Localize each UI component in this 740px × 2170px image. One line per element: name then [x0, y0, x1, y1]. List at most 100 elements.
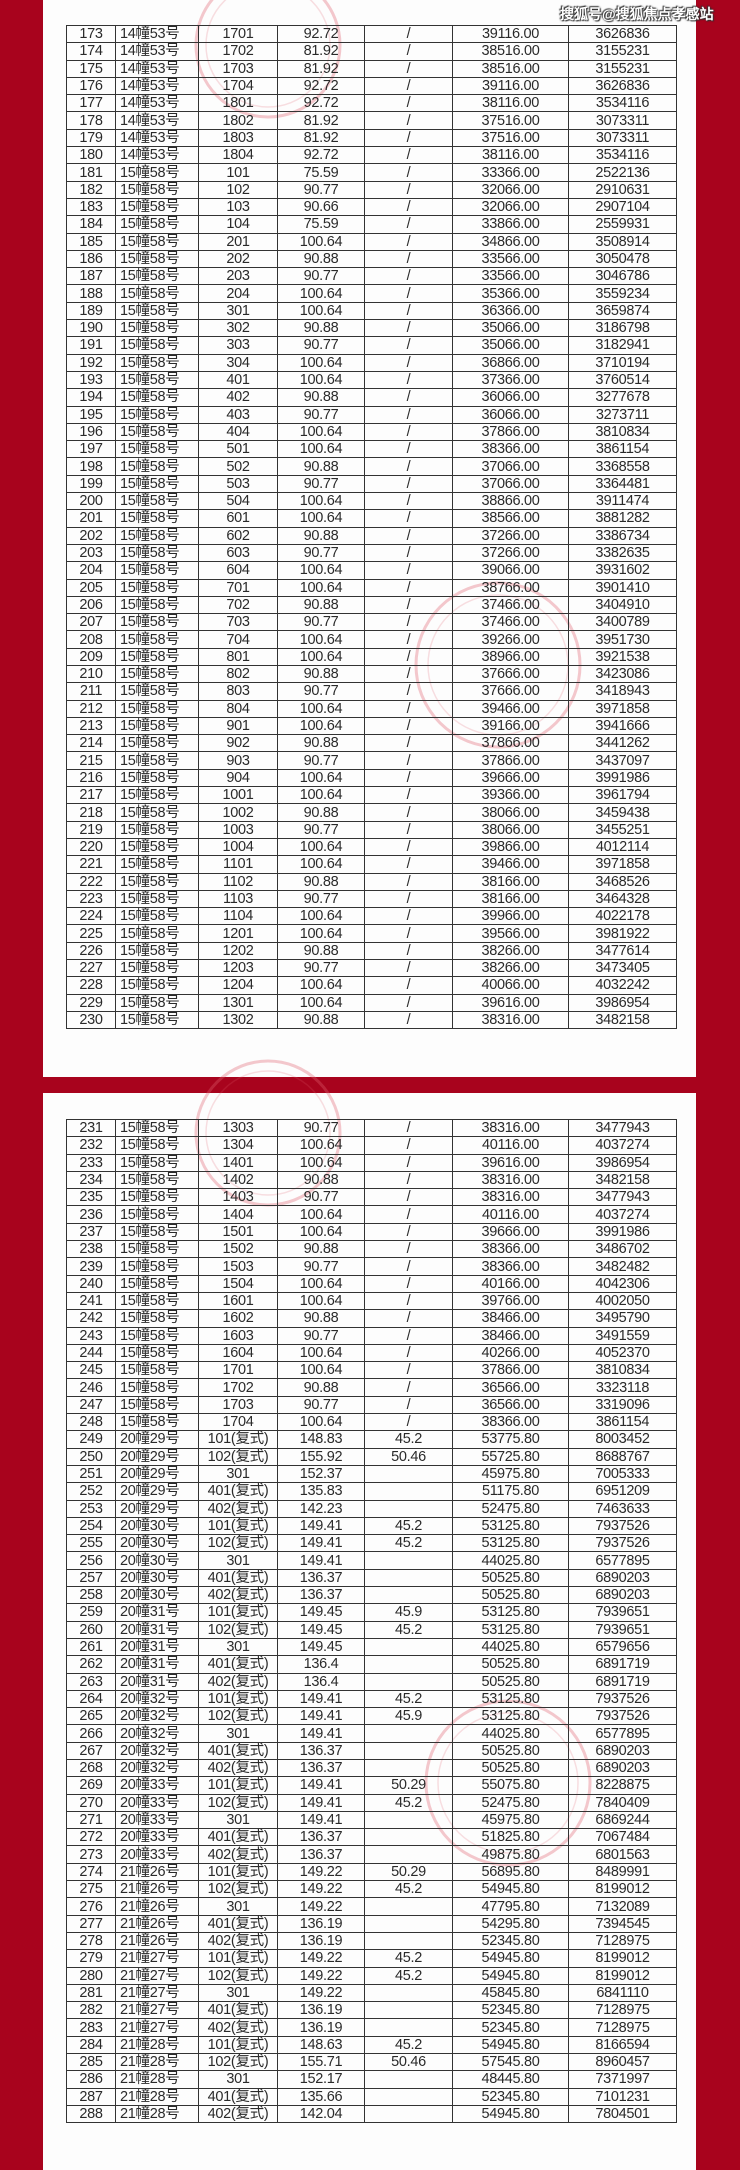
total-price-cell: 3382635 [568, 543, 677, 563]
extra-area-cell: / [364, 526, 453, 545]
extra-area-cell: / [364, 803, 453, 822]
building-number-cell: 21幢27号 [115, 1949, 199, 1968]
unit-price-cell: 36866.00 [452, 353, 569, 372]
extra-area-cell: / [364, 664, 453, 684]
building-number-cell: 15幢58号 [115, 889, 199, 909]
table-row: 282 21幢27号 401(复式) 136.19 52345.80 7128975 [66, 2001, 677, 2020]
table-row: 202 15幢58号 602 90.88/37266.00 3386734 [66, 526, 677, 545]
floor-area-cell: 100.64 [277, 647, 365, 666]
building-number-cell: 15幢58号 [115, 682, 199, 701]
floor-area-cell: 90.77 [277, 682, 365, 701]
row-number-cell: 198 [66, 457, 116, 476]
extra-area-cell: / [364, 1395, 453, 1415]
row-number-cell: 257 [66, 1568, 116, 1588]
extra-area-cell: / [364, 1010, 453, 1030]
room-number-cell: 402(复式) [198, 1845, 278, 1864]
room-number-cell: 301 [198, 1810, 278, 1830]
building-number-cell: 15幢58号 [115, 1326, 199, 1345]
room-number-cell: 802 [198, 664, 278, 684]
table-row: 199 15幢58号 503 90.77/37066.00 3364481 [66, 474, 677, 494]
building-number-cell: 15幢58号 [115, 526, 199, 545]
floor-area-cell: 90.88 [277, 803, 365, 822]
building-number-cell: 15幢58号 [115, 509, 199, 528]
room-number-cell: 101(复式) [198, 1689, 278, 1709]
floor-area-cell: 100.64 [277, 232, 365, 251]
table-row: 173 14幢53号 1701 92.72/39116.00 3626836 [66, 24, 677, 44]
unit-price-cell: 33566.00 [452, 249, 569, 269]
extra-area-cell: / [364, 163, 453, 182]
table-row: 283 21幢27号 402(复式) 136.19 52345.80 7128975 [66, 2018, 677, 2037]
floor-area-cell: 142.04 [277, 2104, 365, 2124]
extra-area-cell: 45.2 [364, 1516, 453, 1536]
building-number-cell: 15幢58号 [115, 613, 199, 632]
total-price-cell: 3073311 [568, 128, 677, 148]
total-price-cell: 3046786 [568, 267, 677, 286]
table-row: 276 21幢26号 301 149.22 47795.80 7132089 [66, 1897, 677, 1916]
table-row: 247 15幢58号 1703 90.77/36566.00 3319096 [66, 1395, 677, 1415]
extra-area-cell [364, 1828, 453, 1847]
extra-area-cell [364, 1845, 453, 1864]
extra-area-cell: 45.9 [364, 1603, 453, 1622]
room-number-cell: 401(复式) [198, 1568, 278, 1588]
total-price-cell: 3050478 [568, 249, 677, 269]
building-number-cell: 15幢58号 [115, 249, 199, 269]
building-number-cell: 21幢28号 [115, 2087, 199, 2106]
floor-area-cell: 136.37 [277, 1586, 365, 1605]
table-row: 224 15幢58号 1104 100.64/39966.00 4022178 [66, 907, 677, 926]
floor-area-cell: 149.45 [277, 1620, 365, 1639]
building-number-cell: 21幢26号 [115, 1880, 199, 1899]
row-number-cell: 287 [66, 2087, 116, 2106]
building-number-cell: 14幢53号 [115, 59, 199, 78]
table-row: 193 15幢58号 401 100.64/37366.00 3760514 [66, 370, 677, 390]
unit-price-cell: 52475.80 [452, 1499, 569, 1518]
row-number-cell: 218 [66, 803, 116, 822]
floor-area-cell: 90.77 [277, 405, 365, 424]
extra-area-cell: 45.2 [364, 1949, 453, 1968]
extra-area-cell [364, 1464, 453, 1484]
total-price-cell: 7005333 [568, 1464, 677, 1484]
total-price-cell: 7128975 [568, 2018, 677, 2037]
row-number-cell: 258 [66, 1586, 116, 1605]
row-number-cell: 262 [66, 1655, 116, 1674]
room-number-cell: 401(复式) [198, 1914, 278, 1933]
unit-price-cell: 40066.00 [452, 976, 569, 995]
building-number-cell: 21幢28号 [115, 2053, 199, 2072]
row-number-cell: 209 [66, 647, 116, 666]
unit-price-cell: 39116.00 [452, 76, 569, 96]
room-number-cell: 1002 [198, 803, 278, 822]
row-number-cell: 274 [66, 1862, 116, 1882]
total-price-cell: 4037274 [568, 1205, 677, 1224]
building-number-cell: 15幢58号 [115, 422, 199, 442]
unit-price-cell: 38516.00 [452, 59, 569, 78]
table-row: 241 15幢58号 1601 100.64/39766.00 4002050 [66, 1291, 677, 1311]
building-number-cell: 15幢58号 [115, 699, 199, 718]
floor-area-cell: 90.77 [277, 1118, 365, 1138]
floor-area-cell: 90.77 [277, 543, 365, 563]
row-number-cell: 197 [66, 440, 116, 459]
room-number-cell: 203 [198, 267, 278, 286]
table-row: 190 15幢58号 302 90.88/35066.00 3186798 [66, 319, 677, 338]
extra-area-cell: / [364, 1378, 453, 1397]
floor-area-cell: 90.88 [277, 872, 365, 891]
floor-area-cell: 149.22 [277, 1897, 365, 1916]
floor-area-cell: 100.64 [277, 1274, 365, 1293]
floor-area-cell: 75.59 [277, 215, 365, 234]
building-number-cell: 20幢32号 [115, 1741, 199, 1760]
room-number-cell: 1302 [198, 1010, 278, 1030]
total-price-cell: 8199012 [568, 1966, 677, 1985]
table-row: 182 15幢58号 102 90.77/32066.00 2910631 [66, 180, 677, 199]
floor-area-cell: 90.77 [277, 267, 365, 286]
unit-price-cell: 38366.00 [452, 440, 569, 459]
row-number-cell: 182 [66, 180, 116, 199]
table-row: 183 15幢58号 103 90.66/32066.00 2907104 [66, 197, 677, 217]
building-number-cell: 20幢30号 [115, 1586, 199, 1605]
floor-area-cell: 90.77 [277, 180, 365, 199]
table-row: 205 15幢58号 701 100.64/38766.00 3901410 [66, 578, 677, 597]
total-price-cell: 3559234 [568, 284, 677, 303]
document-page-1: 173 14幢53号 1701 92.72/39116.00 3626836 174 14幢… [43, 0, 696, 1077]
room-number-cell: 1602 [198, 1309, 278, 1328]
row-number-cell: 242 [66, 1309, 116, 1328]
floor-area-cell: 149.41 [277, 1776, 365, 1795]
total-price-cell: 3861154 [568, 440, 677, 459]
row-number-cell: 186 [66, 249, 116, 269]
